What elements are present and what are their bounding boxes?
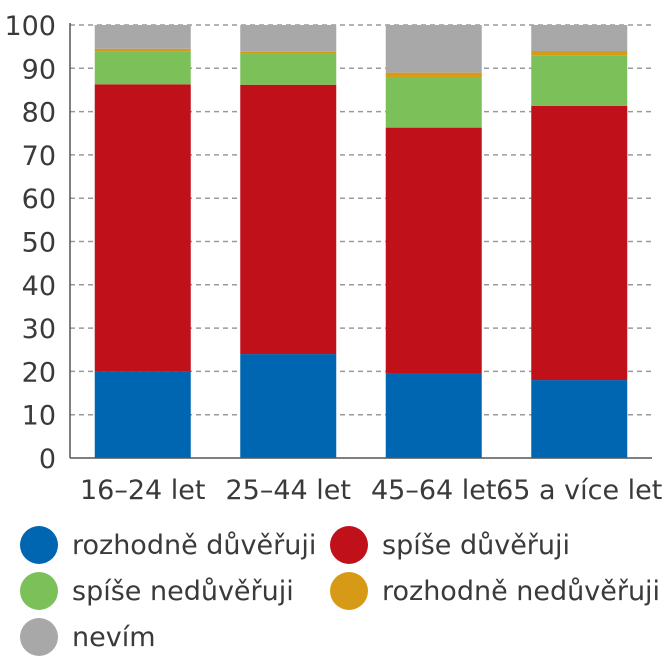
- legend: rozhodně důvěřuji spíše důvěřuji spíše n…: [0, 520, 671, 670]
- bar-segment: [531, 50, 628, 56]
- bar-segment: [385, 76, 482, 128]
- y-tick-label: 50: [22, 228, 56, 259]
- legend-item-nevim: nevím: [20, 617, 156, 657]
- legend-label: rozhodně důvěřuji: [72, 529, 317, 561]
- bar-segment: [94, 84, 191, 372]
- bar-segment: [531, 105, 628, 381]
- legend-swatch: [20, 618, 58, 656]
- bar-segment: [240, 84, 337, 355]
- bar-segment: [531, 55, 628, 106]
- bar-segment: [94, 51, 191, 85]
- bar-segment: [385, 72, 482, 77]
- y-tick-label: 40: [22, 271, 56, 302]
- legend-swatch: [20, 526, 58, 564]
- bar-segment: [531, 380, 628, 458]
- stacked-bar-chart: 0 10 20 30 40 50 60 70 80 90 100 16–24 let 25–44 let…: [4, 11, 662, 506]
- legend-swatch: [330, 526, 368, 564]
- legend-label: spíše nedůvěřuji: [72, 575, 294, 607]
- y-tick-label: 0: [39, 444, 56, 475]
- y-tick-label: 10: [22, 401, 56, 432]
- bar-segment: [240, 53, 337, 85]
- legend-label: nevím: [72, 621, 156, 653]
- y-tick-label: 80: [22, 98, 56, 129]
- y-tick-label: 20: [22, 357, 56, 388]
- bar-segment: [240, 354, 337, 458]
- x-tick-label: 65 a více let: [496, 475, 662, 506]
- y-tick-label: 70: [22, 141, 56, 172]
- y-tick-label: 60: [22, 184, 56, 215]
- legend-swatch: [20, 572, 58, 610]
- y-tick-label: 30: [22, 314, 56, 345]
- bar-segment: [94, 48, 191, 52]
- y-tick-label: 100: [4, 11, 56, 42]
- y-tick-label: 90: [22, 54, 56, 85]
- bar-segment: [531, 25, 628, 51]
- legend-item-rozhodne-duveruji: rozhodně důvěřuji: [20, 525, 316, 565]
- bar-segment: [385, 373, 482, 458]
- legend-item-spise-duveruji: spíše důvěřuji: [330, 525, 570, 565]
- legend-item-spise-neduveruji: spíše nedůvěřuji: [20, 571, 294, 611]
- bar-segment: [240, 51, 337, 54]
- legend-label: rozhodně nedůvěřuji: [382, 575, 661, 607]
- bar-segment: [385, 127, 482, 374]
- bar-segment: [385, 25, 482, 73]
- bar-segment: [94, 371, 191, 458]
- x-tick-label: 25–44 let: [226, 475, 352, 506]
- bar-segment: [94, 25, 191, 49]
- x-tick-label: 45–64 let: [371, 475, 497, 506]
- legend-item-rozhodne-neduveruji: rozhodně nedůvěřuji: [330, 571, 660, 611]
- bar-segment: [240, 25, 337, 52]
- x-tick-label: 16–24 let: [80, 475, 206, 506]
- legend-label: spíše důvěřuji: [382, 529, 571, 561]
- legend-swatch: [330, 572, 368, 610]
